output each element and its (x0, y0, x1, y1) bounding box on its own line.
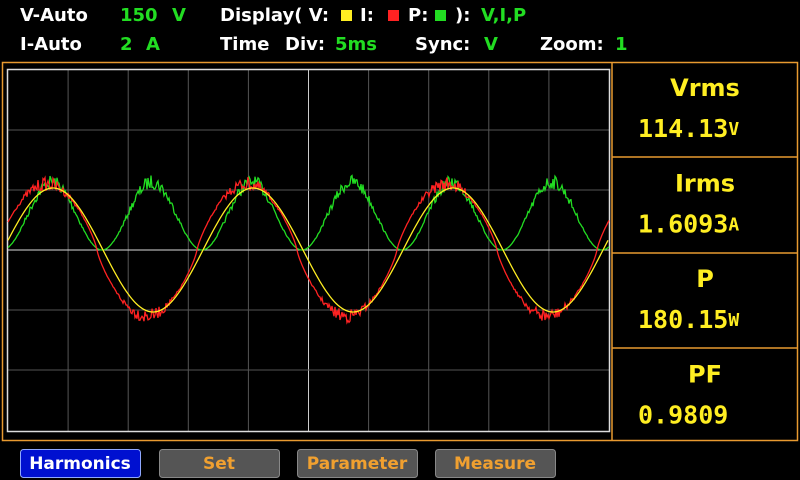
scope-frame (1, 61, 799, 442)
reading-number: 1.6093 (638, 210, 728, 239)
div-label: Div: (285, 34, 325, 55)
reading-value: 1.6093A (638, 210, 739, 239)
display-label: Display( V: (220, 5, 329, 26)
softkey[interactable] (20, 449, 141, 478)
voltage-wave (7, 187, 609, 313)
softkey-label[interactable]: Harmonics (29, 454, 131, 474)
power-wave (7, 174, 610, 251)
display-close: ): (455, 5, 470, 26)
v-swatch (341, 10, 352, 21)
reading-value: 114.13V (638, 114, 739, 143)
range-value: 2 (120, 34, 133, 55)
reading-label: P (696, 265, 714, 293)
softkey-label[interactable]: Measure (454, 454, 536, 474)
div-value: 5ms (335, 34, 377, 55)
plot-border (6, 68, 611, 433)
softkey[interactable] (297, 449, 418, 478)
display-p: P: (408, 5, 428, 26)
zoom-value: 1 (615, 34, 628, 55)
range-unit: A (146, 34, 160, 55)
waveforms (7, 174, 610, 325)
reading-value: 0.9809 (638, 401, 728, 430)
i-swatch (388, 10, 399, 21)
range-value: 150 (120, 5, 158, 26)
range-label: I-Auto (20, 34, 82, 55)
softkey[interactable] (435, 449, 556, 478)
reading-unit: W (728, 310, 739, 331)
current-wave (7, 175, 610, 325)
softkey-label[interactable]: Set (203, 454, 235, 474)
reading-unit: A (728, 215, 739, 236)
softkeys: Harmonics Set Parameter Measure (20, 449, 556, 478)
display-value: V,I,P (481, 5, 526, 26)
range-label: V-Auto (20, 5, 88, 26)
softkey[interactable] (159, 449, 280, 478)
softkey-label[interactable]: Parameter (307, 454, 408, 474)
range-unit: V (172, 5, 186, 26)
reading-label: PF (688, 361, 722, 389)
time-label: Time (220, 34, 269, 55)
zoom-label: Zoom: (540, 34, 604, 55)
reading-unit: V (728, 119, 739, 140)
sync-value: V (484, 34, 498, 55)
reading-label: Irms (675, 170, 735, 198)
scope-grid (8, 70, 609, 431)
reading-label: Vrms (670, 74, 740, 102)
readings-panel: Vrms 114.13V Irms 1.6093A P 180.15W PF 0.9809 (638, 74, 740, 430)
reading-value: 180.15W (638, 305, 739, 334)
reading-number: 114.13 (638, 114, 728, 143)
reading-number: 180.15 (638, 305, 728, 334)
reading-number: 0.9809 (638, 401, 728, 430)
sync-label: Sync: (415, 34, 470, 55)
p-swatch (435, 10, 446, 21)
display-i: I: (360, 5, 374, 26)
